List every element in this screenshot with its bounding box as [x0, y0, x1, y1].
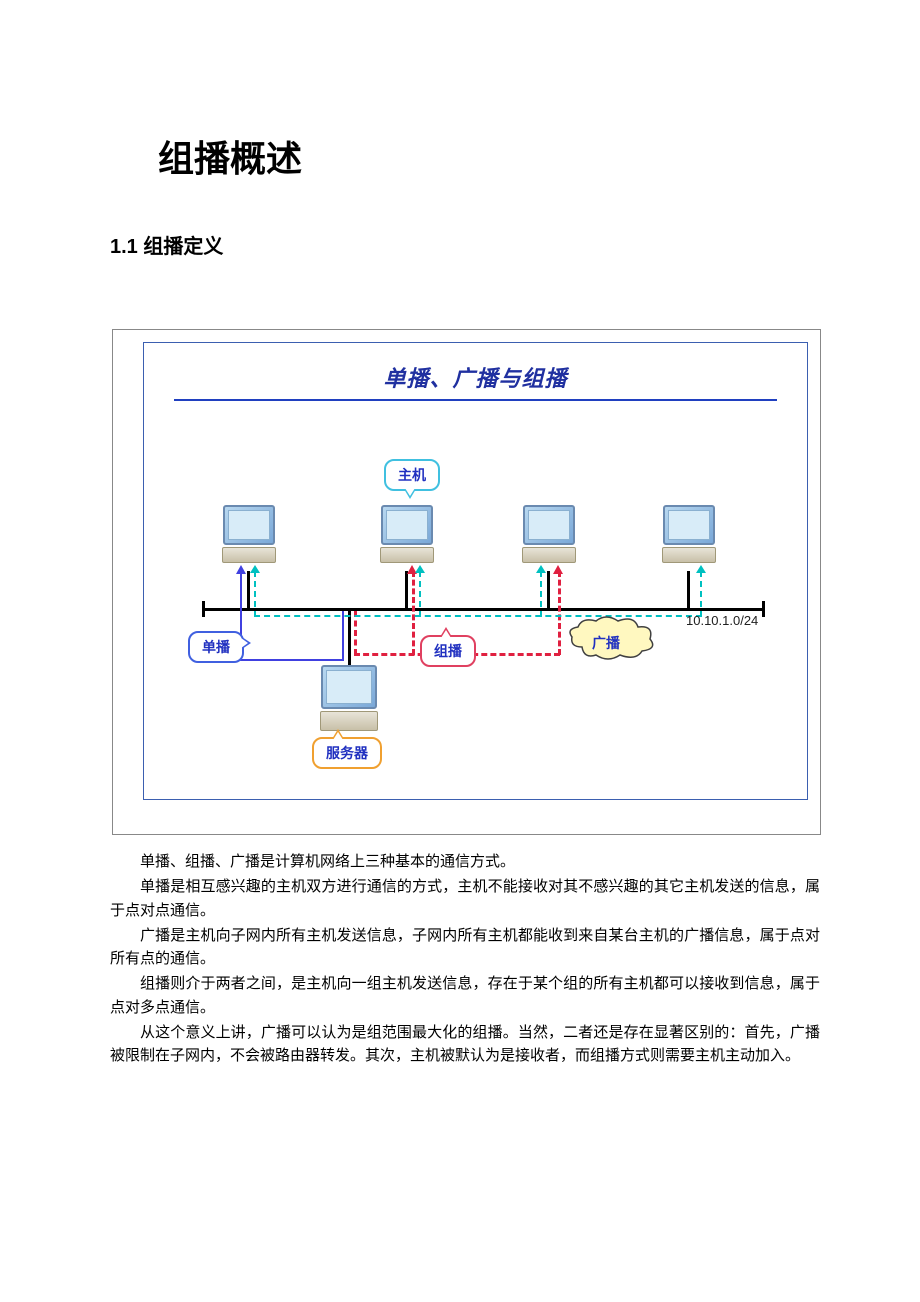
- bus-tick: [547, 571, 550, 609]
- bus-tick: [405, 571, 408, 609]
- subnet-label: 10.10.1.0/24: [686, 613, 758, 628]
- host-computer-icon: [372, 505, 442, 569]
- diagram-title-underline: [174, 399, 777, 401]
- paragraph: 单播是相互感兴趣的主机双方进行通信的方式，主机不能接收对其不感兴趣的其它主机发送…: [110, 876, 820, 923]
- broadcast-label-cloud: 广播: [582, 627, 630, 659]
- bus-tick: [687, 571, 690, 609]
- paragraph: 单播、组播、广播是计算机网络上三种基本的通信方式。: [110, 851, 820, 874]
- multicast-path-v-h3: [558, 571, 561, 655]
- host-computer-icon: [654, 505, 724, 569]
- server-label-text: 服务器: [326, 745, 368, 761]
- page-title: 组播概述: [158, 130, 820, 182]
- multicast-label-text: 组播: [434, 643, 462, 659]
- paragraph: 组播则介于两者之间，是主机向一组主机发送信息，存在于某个组的所有主机都可以接收到…: [110, 973, 820, 1020]
- host-computer-icon: [514, 505, 584, 569]
- body-text: 单播、组播、广播是计算机网络上三种基本的通信方式。 单播是相互感兴趣的主机双方进…: [110, 851, 820, 1068]
- bus-end-right: [762, 601, 765, 617]
- unicast-path-v1: [342, 611, 344, 661]
- multicast-label-bubble: 组播: [420, 635, 476, 667]
- broadcast-path-v: [700, 571, 702, 617]
- section-heading: 1.1 组播定义: [110, 230, 820, 259]
- diagram-frame-outer: 单播、广播与组播: [112, 329, 821, 835]
- server-label-bubble: 服务器: [312, 737, 382, 769]
- host-label-bubble: 主机: [384, 459, 440, 491]
- bus-tick: [247, 571, 250, 609]
- multicast-path-v-h2: [412, 571, 415, 655]
- diagram-canvas: 主机 单播 组播: [144, 413, 807, 799]
- paragraph: 从这个意义上讲，广播可以认为是组范围最大化的组播。当然，二者还是存在显著区别的：…: [110, 1022, 820, 1069]
- bus-tick-server: [348, 611, 351, 667]
- broadcast-path-v: [540, 571, 542, 617]
- broadcast-path-v: [419, 571, 421, 617]
- server-computer-icon: [314, 665, 384, 729]
- diagram-title: 单播、广播与组播: [144, 361, 807, 393]
- broadcast-label-text: 广播: [582, 627, 630, 659]
- host-label-text: 主机: [398, 467, 426, 483]
- broadcast-path-v: [254, 571, 256, 617]
- paragraph: 广播是主机向子网内所有主机发送信息，子网内所有主机都能收到来自某台主机的广播信息…: [110, 925, 820, 972]
- unicast-path-h: [240, 659, 344, 661]
- host-computer-icon: [214, 505, 284, 569]
- bus-end-left: [202, 601, 205, 617]
- unicast-label-bubble: 单播: [188, 631, 244, 663]
- document-page: 组播概述 1.1 组播定义 单播、广播与组播: [0, 0, 920, 1150]
- multicast-path-v-src: [354, 611, 357, 655]
- diagram-frame-inner: 单播、广播与组播: [143, 342, 808, 800]
- network-bus-line: [202, 608, 764, 611]
- unicast-label-text: 单播: [202, 639, 230, 655]
